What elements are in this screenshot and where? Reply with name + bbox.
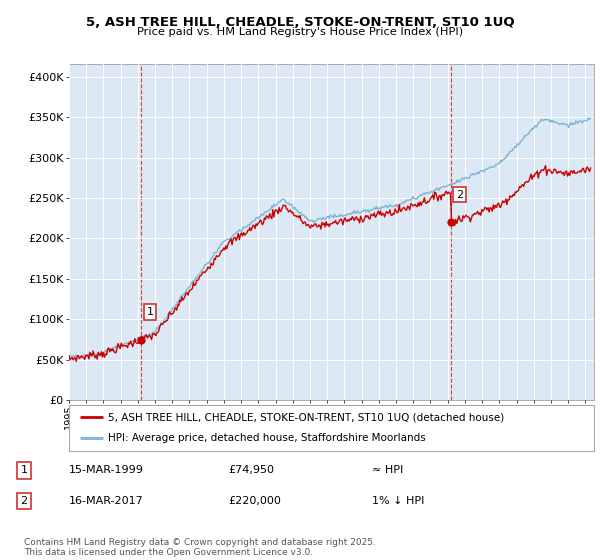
Text: HPI: Average price, detached house, Staffordshire Moorlands: HPI: Average price, detached house, Staf…: [109, 433, 426, 444]
Text: £74,950: £74,950: [228, 465, 274, 475]
Text: 2: 2: [20, 496, 28, 506]
Text: 5, ASH TREE HILL, CHEADLE, STOKE-ON-TRENT, ST10 1UQ (detached house): 5, ASH TREE HILL, CHEADLE, STOKE-ON-TREN…: [109, 412, 505, 422]
Text: Contains HM Land Registry data © Crown copyright and database right 2025.
This d: Contains HM Land Registry data © Crown c…: [24, 538, 376, 557]
Text: £220,000: £220,000: [228, 496, 281, 506]
Text: ≈ HPI: ≈ HPI: [372, 465, 403, 475]
Text: 2: 2: [456, 190, 463, 199]
Text: 1% ↓ HPI: 1% ↓ HPI: [372, 496, 424, 506]
Text: 1: 1: [146, 307, 154, 317]
Text: 1: 1: [20, 465, 28, 475]
Text: 16-MAR-2017: 16-MAR-2017: [69, 496, 144, 506]
Text: 5, ASH TREE HILL, CHEADLE, STOKE-ON-TRENT, ST10 1UQ: 5, ASH TREE HILL, CHEADLE, STOKE-ON-TREN…: [86, 16, 514, 29]
Text: Price paid vs. HM Land Registry's House Price Index (HPI): Price paid vs. HM Land Registry's House …: [137, 27, 463, 37]
Text: 15-MAR-1999: 15-MAR-1999: [69, 465, 144, 475]
